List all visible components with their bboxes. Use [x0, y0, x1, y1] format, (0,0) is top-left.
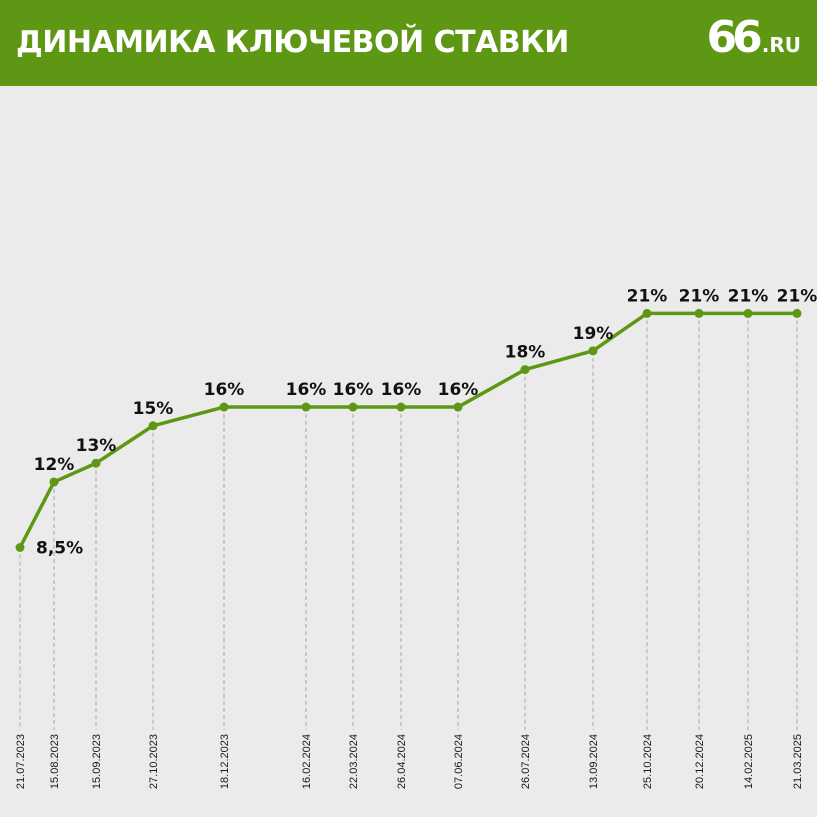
- logo-suffix: .RU: [761, 33, 801, 57]
- x-tick-label: 21.07.2023: [15, 734, 27, 789]
- logo-number: 66: [706, 12, 763, 63]
- value-label: 13%: [76, 436, 117, 456]
- data-point: [91, 458, 101, 468]
- site-logo[interactable]: 66 .RU: [707, 16, 801, 60]
- data-point: [520, 365, 530, 375]
- data-point: [642, 308, 652, 318]
- x-tick-label: 14.02.2025: [743, 734, 755, 789]
- x-tick-label: 21.03.2025: [792, 734, 804, 789]
- data-point: [694, 308, 704, 318]
- data-point: [396, 402, 406, 412]
- x-tick-label: 26.04.2024: [396, 734, 408, 789]
- data-point: [348, 402, 358, 412]
- data-point: [219, 402, 229, 412]
- guide-lines: [19, 313, 798, 730]
- x-tick-label: 07.06.2024: [453, 734, 465, 789]
- x-tick-label: 25.10.2024: [642, 734, 654, 789]
- page-title: ДИНАМИКА КЛЮЧЕВОЙ СТАВКИ: [16, 25, 569, 60]
- x-tick-labels: 21.07.2023 15.08.2023 15.09.2023 27.10.2023…: [15, 734, 804, 789]
- x-tick-label: 26.07.2024: [520, 734, 532, 789]
- x-tick-label: 22.03.2024: [348, 734, 360, 789]
- value-label: 15%: [133, 399, 174, 419]
- data-point: [743, 308, 753, 318]
- data-point: [453, 402, 463, 412]
- x-tick-label: 15.09.2023: [91, 734, 103, 789]
- data-point: [49, 477, 59, 487]
- data-point: [588, 346, 598, 356]
- data-point: [148, 421, 158, 431]
- value-label: 12%: [34, 455, 75, 475]
- value-label: 16%: [438, 380, 479, 400]
- series-line: [18, 311, 797, 549]
- x-tick-label: 15.08.2023: [49, 734, 61, 789]
- data-points: [15, 308, 802, 552]
- value-label: 16%: [381, 380, 422, 400]
- data-point: [792, 308, 802, 318]
- value-label: 21%: [728, 286, 769, 306]
- value-label: 16%: [204, 380, 245, 400]
- x-tick-label: 27.10.2023: [148, 734, 160, 789]
- x-tick-label: 16.02.2024: [301, 734, 313, 789]
- value-label: 18%: [505, 343, 546, 363]
- value-label: 16%: [333, 380, 374, 400]
- data-point: [301, 402, 311, 412]
- rate-line-chart: 8,5% 12%13% 15% 16% 16% 16% 16% 16% 18% 19% 21% 21%…: [15, 286, 817, 789]
- x-tick-label: 13.09.2024: [588, 734, 600, 789]
- value-label: 21%: [627, 286, 668, 306]
- value-label: 21%: [679, 286, 720, 306]
- value-label: 8,5%: [36, 539, 83, 559]
- value-label: 19%: [573, 324, 614, 344]
- x-tick-label: 20.12.2024: [694, 734, 706, 789]
- data-point: [15, 543, 25, 552]
- value-label: 21%: [777, 286, 817, 306]
- series-line-layer: [18, 311, 797, 549]
- value-label: 16%: [286, 380, 327, 400]
- value-labels: 8,5% 12%13% 15% 16% 16% 16% 16% 16% 18% 19% 21% 21%…: [34, 286, 817, 558]
- x-tick-label: 18.12.2023: [219, 734, 231, 789]
- header-bar: ДИНАМИКА КЛЮЧЕВОЙ СТАВКИ 66 .RU: [0, 0, 817, 86]
